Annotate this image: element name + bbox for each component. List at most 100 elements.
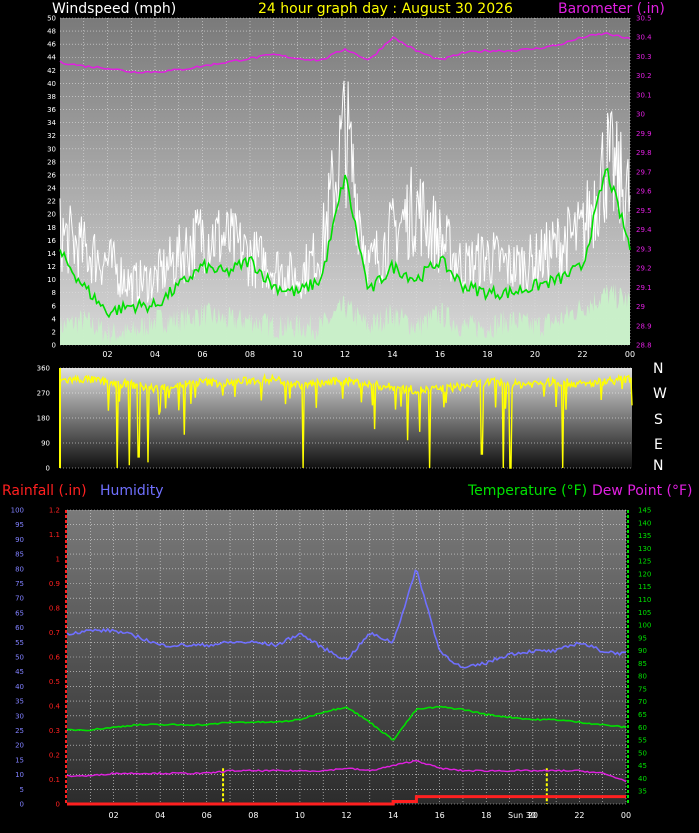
temperature-y-tick-label: 140 — [638, 519, 651, 527]
wind-y-tick-label: 16 — [47, 237, 56, 245]
barometer-y-tick-label: 29.2 — [636, 265, 652, 273]
wind-x-tick-label: 06 — [197, 350, 207, 359]
humidity-y-tick-label: 85 — [15, 551, 24, 559]
temperature-y-tick-label: 100 — [638, 622, 651, 630]
humidity-y-tick-label: 45 — [15, 668, 24, 676]
barometer-y-ticks: 28.8 28.9 29 29.1 29.2 29.3 29.4 29.5 29.6 29.7 29… — [636, 15, 652, 350]
dewpoint-axis-title: Dew Point (°F) — [592, 483, 692, 499]
humidity-y-tick-label: 50 — [15, 654, 24, 662]
temperature-x-tick-label: 08 — [248, 811, 258, 820]
day-marker-label: Sun 30 — [508, 811, 536, 820]
compass-n-top: N — [653, 361, 663, 377]
rainfall-y-ticks: 0 0.1 0.2 0.3 0.4 0.5 0.6 0.7 0.8 0.9 1 1.1 1.2 — [49, 507, 61, 809]
direction-panel: 0 90 180 270 360 N W S E N — [37, 361, 667, 474]
wind-y-tick-label: 4 — [52, 315, 57, 323]
temperature-y-tick-label: 90 — [638, 647, 647, 655]
temperature-y-tick-label: 105 — [638, 609, 651, 617]
humidity-y-tick-label: 80 — [15, 565, 24, 573]
wind-x-tick-label: 00 — [625, 350, 635, 359]
temperature-x-tick-label: 16 — [435, 811, 445, 820]
humidity-y-tick-label: 15 — [15, 756, 24, 764]
barometer-y-tick-label: 28.8 — [636, 342, 652, 350]
humidity-y-tick-label: 100 — [11, 507, 24, 515]
barometer-y-tick-label: 30 — [636, 111, 645, 119]
rainfall-y-tick-label: 1.2 — [49, 507, 60, 515]
wind-y-tick-label: 36 — [47, 106, 56, 114]
rainfall-y-tick-label: 0.1 — [49, 776, 60, 784]
wind-y-tick-label: 28 — [47, 158, 56, 166]
humidity-y-tick-label: 20 — [15, 742, 24, 750]
temperature-x-tick-label: 06 — [202, 811, 212, 820]
rainfall-y-tick-label: 0.9 — [49, 580, 60, 588]
wind-y-ticks: 0246810121416182022242628303234363840424… — [47, 15, 56, 350]
temperature-x-tick-label: 20 — [528, 811, 538, 820]
wind-x-tick-label: 08 — [245, 350, 255, 359]
compass-n-bottom: N — [653, 458, 663, 474]
rainfall-y-tick-label: 0.2 — [49, 752, 60, 760]
temperature-y-tick-label: 115 — [638, 583, 651, 591]
temperature-series — [66, 569, 627, 806]
temperature-grid — [65, 509, 629, 805]
humidity-y-ticks: 0 5 10 15 20 25 30 35 40 45 50 55 60 65 70 75 80 85 90 95 10… — [11, 507, 24, 809]
barometer-y-tick-label: 29.3 — [636, 245, 652, 253]
rainfall-y-tick-label: 1.1 — [49, 531, 60, 539]
direction-y-tick-label: 360 — [37, 365, 50, 373]
wind-y-tick-label: 46 — [47, 41, 56, 49]
barometer-line — [59, 32, 631, 74]
temperature-x-tick-label: 12 — [341, 811, 351, 820]
direction-y-tick-label: 270 — [37, 390, 50, 398]
barometer-y-tick-label: 30.5 — [636, 15, 652, 23]
wind-y-tick-label: 32 — [47, 132, 56, 140]
wind-y-tick-label: 50 — [47, 15, 56, 23]
wind-y-tick-label: 38 — [47, 93, 56, 101]
humidity-y-tick-label: 90 — [15, 536, 24, 544]
wind-y-tick-label: 12 — [47, 263, 56, 271]
wind-y-tick-label: 20 — [47, 211, 56, 219]
wind-x-tick-label: 02 — [102, 350, 112, 359]
humidity-y-tick-label: 75 — [15, 580, 24, 588]
rainfall-y-tick-label: 0.4 — [49, 703, 61, 711]
direction-y-tick-label: 180 — [37, 415, 50, 423]
direction-grid — [59, 367, 632, 469]
wind-y-tick-label: 18 — [47, 224, 56, 232]
wind-y-tick-label: 6 — [52, 302, 57, 310]
temperature-y-tick-label: 60 — [638, 724, 647, 732]
barometer-y-tick-label: 29.7 — [636, 168, 652, 176]
humidity-y-tick-label: 95 — [15, 521, 24, 529]
humidity-y-tick-label: 65 — [15, 609, 24, 617]
barometer-y-tick-label: 29.5 — [636, 207, 652, 215]
humidity-y-tick-label: 55 — [15, 639, 24, 647]
wind-x-tick-label: 10 — [292, 350, 302, 359]
temperature-y-tick-label: 35 — [638, 788, 647, 796]
temperature-y-tick-label: 85 — [638, 660, 647, 668]
wind-y-tick-label: 26 — [47, 171, 56, 179]
rainfall-axis-title: Rainfall (.in) — [2, 483, 87, 499]
humidity-y-tick-label: 40 — [15, 683, 24, 691]
barometer-y-tick-label: 29 — [636, 303, 645, 311]
direction-y-tick-label: 0 — [46, 465, 50, 473]
temperature-y-tick-label: 145 — [638, 507, 651, 515]
barometer-y-tick-label: 29.4 — [636, 226, 652, 234]
temperature-axis-title: Temperature (°F) — [467, 483, 587, 499]
temperature-y-tick-label: 75 — [638, 685, 647, 693]
temperature-y-tick-label: 95 — [638, 634, 647, 642]
wind-x-tick-label: 18 — [482, 350, 492, 359]
humidity-axis-title: Humidity — [100, 483, 163, 499]
humidity-y-tick-label: 30 — [15, 712, 24, 720]
wind-x-tick-label: 16 — [435, 350, 445, 359]
humidity-y-tick-label: 60 — [15, 624, 24, 632]
wind-x-tick-label: 04 — [150, 350, 160, 359]
temperature-y-tick-label: 120 — [638, 570, 651, 578]
temperature-y-tick-label: 70 — [638, 698, 647, 706]
wind-y-tick-label: 14 — [47, 250, 56, 258]
temperature-x-tick-label: 02 — [108, 811, 118, 820]
wind-low-area — [60, 283, 630, 345]
compass-w: W — [653, 386, 667, 402]
wind-axis-title: Windspeed (mph) — [52, 1, 176, 17]
wind-y-tick-label: 22 — [47, 198, 56, 206]
direction-y-tick-label: 90 — [41, 440, 50, 448]
temperature-y-tick-label: 50 — [638, 749, 647, 757]
rainfall-y-tick-label: 0 — [56, 801, 60, 809]
wind-y-tick-label: 30 — [47, 145, 56, 153]
humidity-y-tick-label: 10 — [15, 771, 24, 779]
